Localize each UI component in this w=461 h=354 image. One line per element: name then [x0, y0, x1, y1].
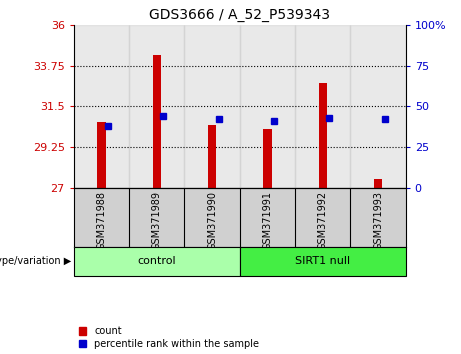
Bar	[74, 247, 240, 276]
Legend: count, percentile rank within the sample: count, percentile rank within the sample	[79, 326, 259, 349]
Bar	[295, 25, 350, 188]
Text: GSM371991: GSM371991	[262, 191, 272, 250]
Text: GSM371988: GSM371988	[96, 191, 106, 250]
Text: genotype/variation ▶: genotype/variation ▶	[0, 256, 71, 267]
Bar	[129, 25, 184, 188]
Text: SIRT1 null: SIRT1 null	[295, 256, 350, 267]
Text: GSM371992: GSM371992	[318, 191, 328, 250]
Bar	[208, 125, 216, 188]
Bar	[97, 122, 106, 188]
Bar	[184, 25, 240, 188]
Bar	[240, 247, 406, 276]
Text: GSM371989: GSM371989	[152, 191, 162, 250]
Bar	[74, 25, 129, 188]
Bar	[240, 25, 295, 188]
Bar	[263, 129, 272, 188]
Text: GSM371990: GSM371990	[207, 191, 217, 250]
Text: control: control	[137, 256, 176, 267]
Bar	[319, 83, 327, 188]
Title: GDS3666 / A_52_P539343: GDS3666 / A_52_P539343	[149, 8, 330, 22]
Text: GSM371993: GSM371993	[373, 191, 383, 250]
Bar	[350, 25, 406, 188]
Bar	[153, 55, 161, 188]
Bar	[374, 179, 382, 188]
